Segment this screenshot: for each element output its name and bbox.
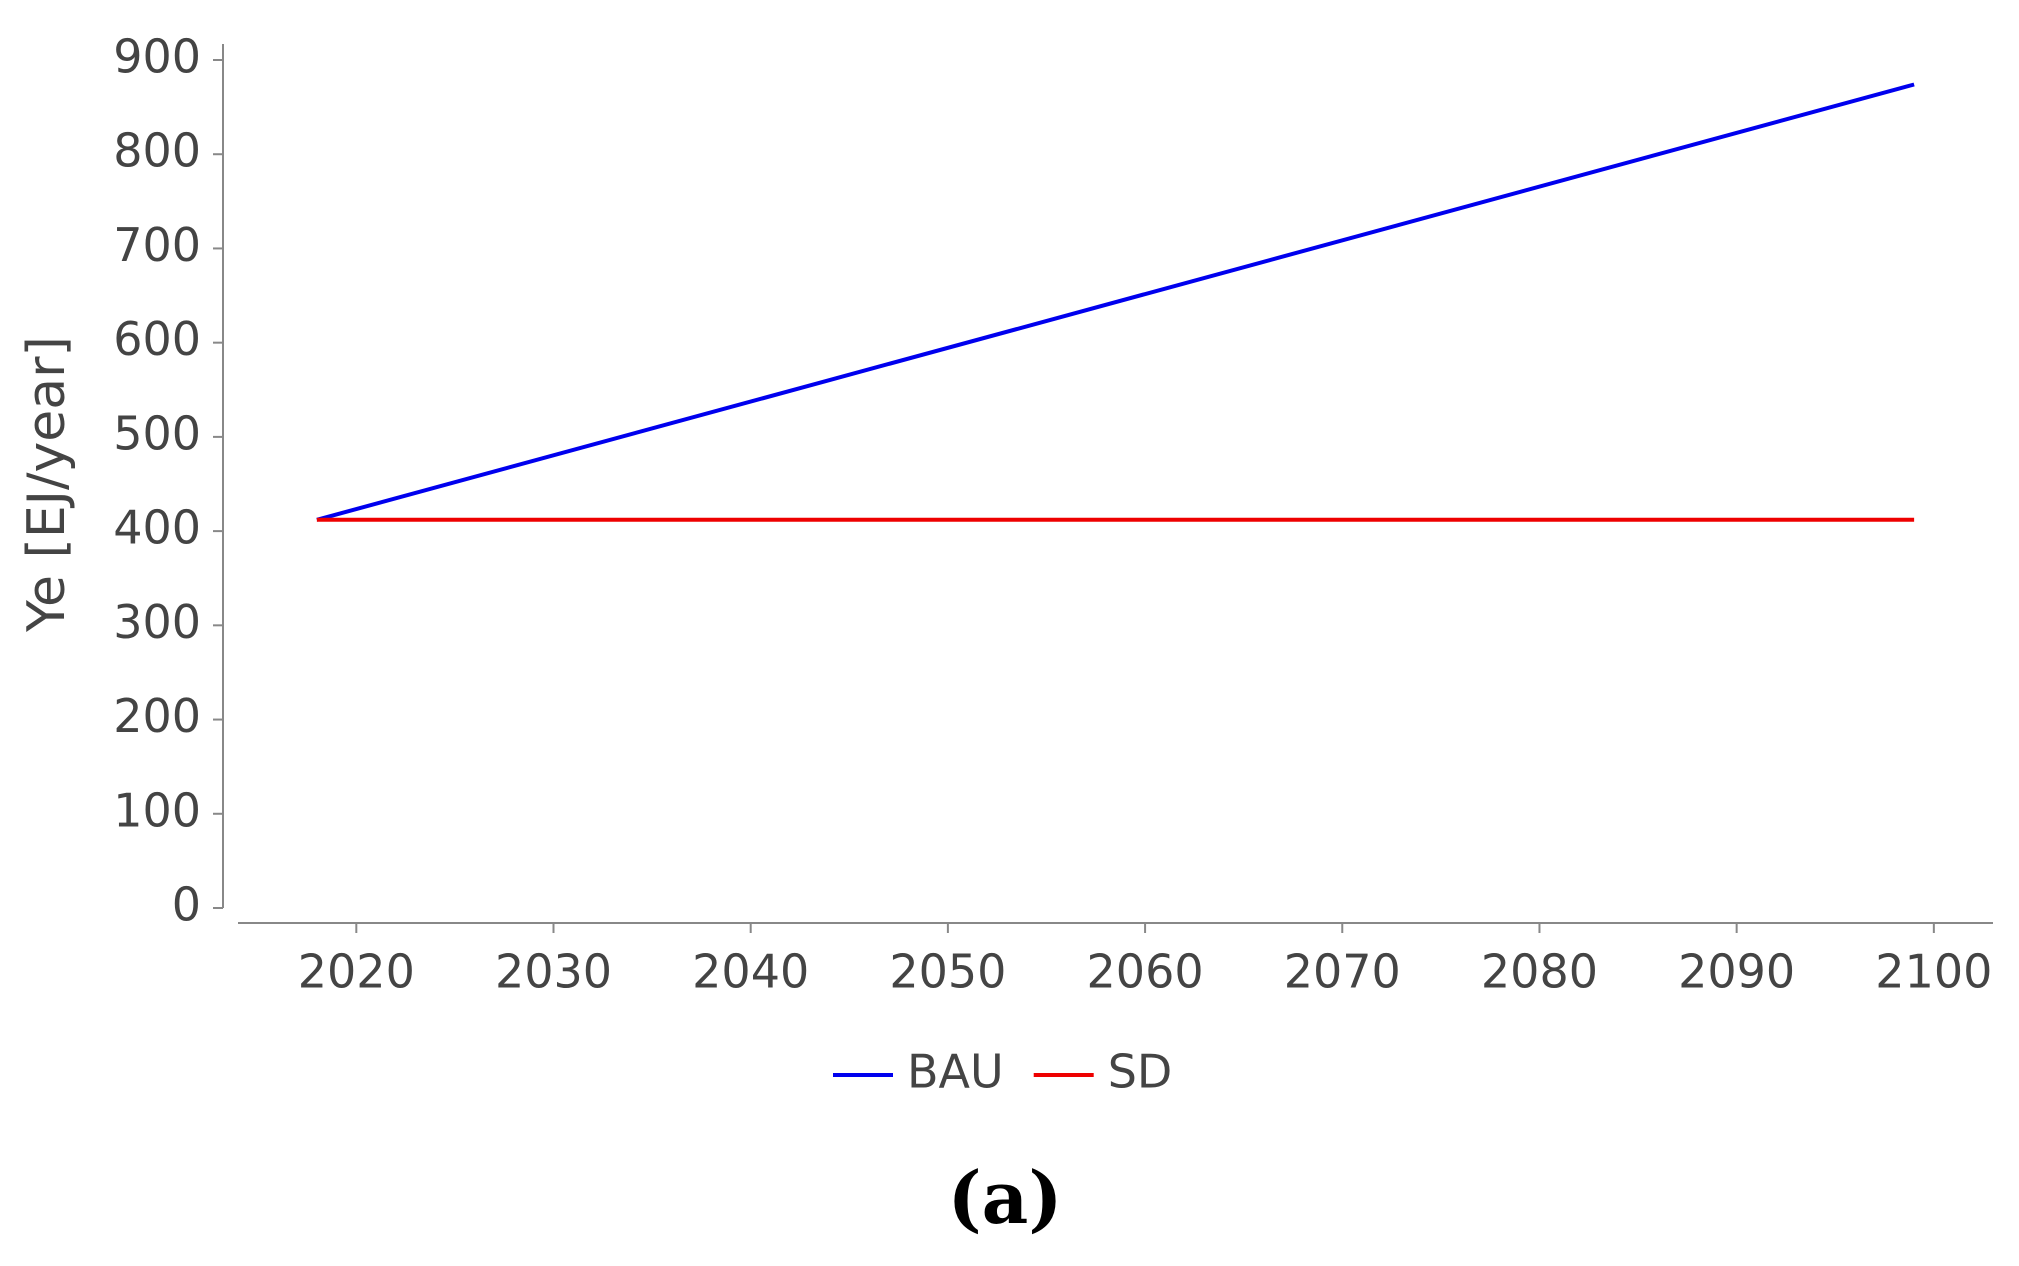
y-tick-label: 900 bbox=[113, 30, 201, 84]
x-tick-label: 2060 bbox=[1087, 945, 1204, 999]
y-tick-label: 400 bbox=[113, 501, 201, 555]
x-tick-label: 2050 bbox=[889, 945, 1006, 999]
x-tick-label: 2100 bbox=[1875, 945, 1992, 999]
legend-label: SD bbox=[1108, 1045, 1173, 1099]
caption: (a) bbox=[948, 1155, 1063, 1240]
y-tick-label: 700 bbox=[113, 218, 201, 272]
x-tick-label: 2030 bbox=[495, 945, 612, 999]
legend-label: BAU bbox=[907, 1045, 1004, 1099]
y-tick-label: 100 bbox=[113, 783, 201, 837]
y-tick-label: 800 bbox=[113, 124, 201, 178]
y-tick-label: 200 bbox=[113, 689, 201, 743]
series-line bbox=[316, 82, 1915, 522]
y-tick-label: 300 bbox=[113, 595, 201, 649]
x-tick-label: 2040 bbox=[692, 945, 809, 999]
x-tick-label: 2090 bbox=[1678, 945, 1795, 999]
x-tick-label: 2070 bbox=[1284, 945, 1401, 999]
x-tick-label: 2020 bbox=[298, 945, 415, 999]
y-tick-label: 500 bbox=[113, 406, 201, 460]
y-axis-label: Ye [EJ/year] bbox=[17, 336, 77, 633]
y-tick-label: 0 bbox=[172, 878, 201, 932]
x-tick-label: 2080 bbox=[1481, 945, 1598, 999]
y-tick-label: 600 bbox=[113, 312, 201, 366]
